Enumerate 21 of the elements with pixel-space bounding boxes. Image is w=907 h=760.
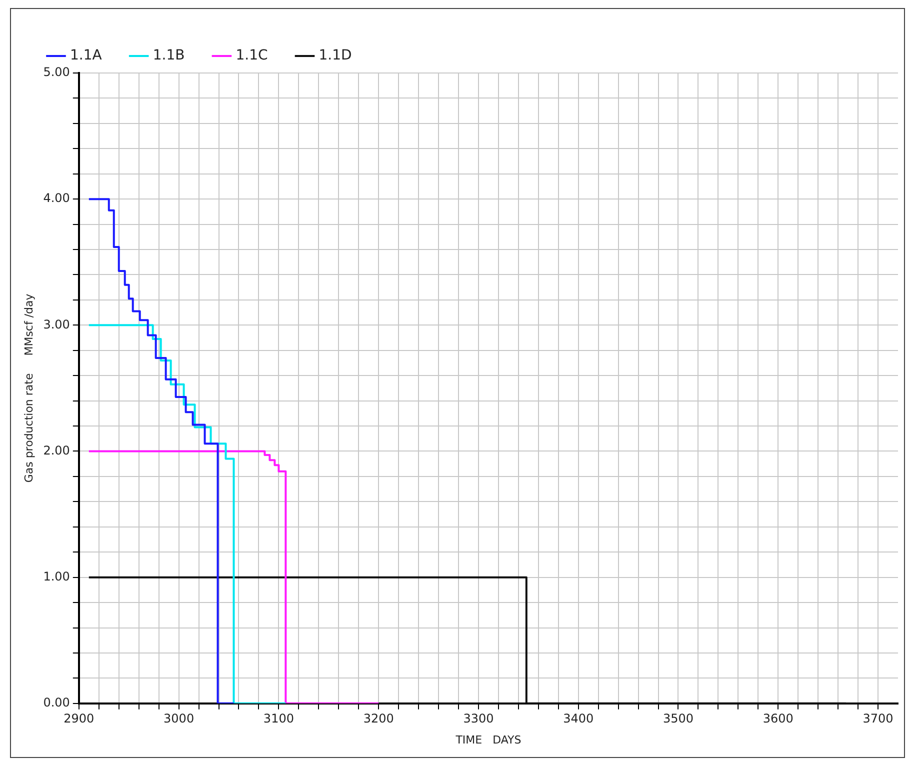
y-tick-label: 4.00 (43, 191, 70, 206)
y-axis-title: Gas production rate MMscf /day (22, 293, 36, 483)
x-tick-label: 3700 (862, 712, 894, 726)
x-tick-label: 3400 (563, 712, 594, 726)
legend-label: 1.1B (152, 48, 185, 64)
x-tick-label: 2900 (64, 712, 94, 726)
x-tick-label: 3600 (762, 712, 794, 726)
legend-label: 1.1C (236, 48, 268, 64)
x-tick-label: 3300 (463, 712, 494, 726)
x-tick-label: 3000 (164, 712, 194, 726)
legend-label: 1.1A (70, 48, 102, 64)
y-tick-label: 2.00 (43, 443, 70, 458)
y-tick-label: 3.00 (43, 317, 70, 332)
x-tick-label: 3500 (662, 712, 694, 726)
y-tick-label: 1.00 (43, 569, 70, 584)
y-tick-label: 0.00 (43, 696, 70, 710)
y-tick-label: 5.00 (43, 65, 70, 80)
x-tick-label: 3100 (263, 712, 294, 726)
x-axis-title: TIME DAYS (454, 733, 522, 746)
legend-label: 1.1D (318, 48, 352, 64)
x-tick-label: 3200 (363, 712, 394, 726)
